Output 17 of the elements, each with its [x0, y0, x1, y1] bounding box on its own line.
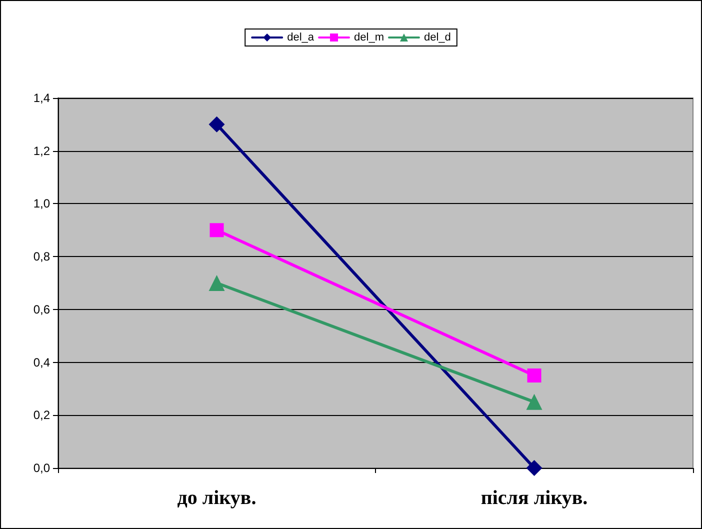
y-tick-label: 0,0: [33, 461, 50, 475]
point: [526, 460, 542, 476]
legend-label: del_m: [354, 32, 384, 44]
y-tick-label: 0,2: [33, 408, 50, 422]
y-tick-label: 1,2: [33, 144, 50, 158]
y-tick-label: 1,0: [33, 196, 50, 211]
y-tick-label: 0,8: [33, 250, 50, 264]
legend-label: del_a: [287, 32, 315, 44]
x-tick-label: після лікув.: [480, 487, 588, 509]
point: [208, 116, 225, 132]
y-tick-label: 0,4: [33, 355, 50, 370]
y-tick-label: 0,6: [33, 302, 50, 316]
y-tick-label: 1,4: [33, 91, 50, 105]
x-tick-label: до лікув.: [177, 487, 256, 509]
point: [527, 368, 542, 382]
legend-label: del_d: [424, 32, 451, 44]
point: [210, 223, 224, 238]
